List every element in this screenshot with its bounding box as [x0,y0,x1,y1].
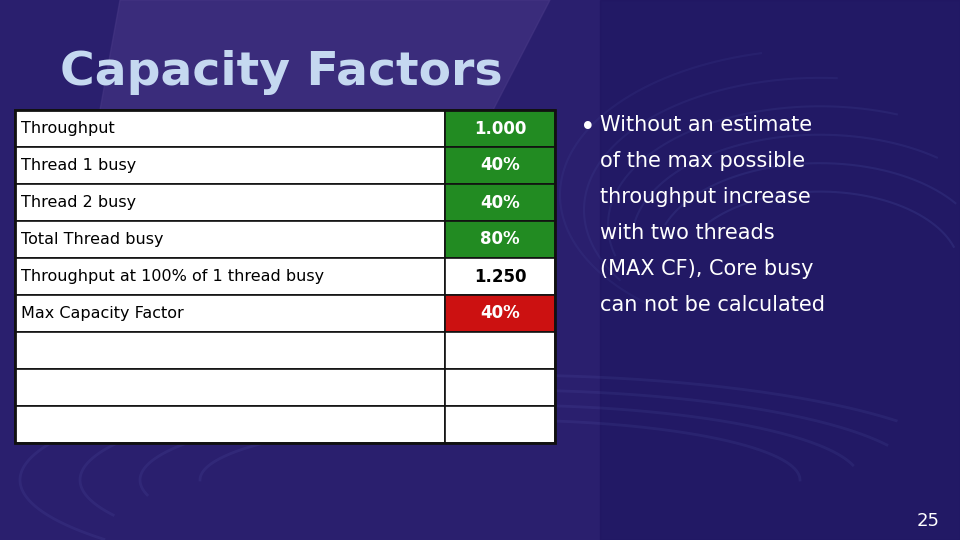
Text: Throughput at 100% of 1 thread busy: Throughput at 100% of 1 thread busy [21,269,324,284]
Bar [15,332,445,369]
Text: 40%: 40% [480,157,520,174]
Bar [15,184,445,221]
Bar [15,147,445,184]
Text: 40%: 40% [480,193,520,212]
Text: •: • [580,115,595,141]
Bar [445,295,555,332]
Text: of the max possible: of the max possible [600,151,805,171]
Text: 1.000: 1.000 [474,119,526,138]
Bar [445,332,555,369]
Bar [15,110,555,443]
Bar [445,258,555,295]
Bar [600,0,960,540]
Text: 80%: 80% [480,231,519,248]
Text: Total Thread busy: Total Thread busy [21,232,163,247]
Bar [445,369,555,406]
Bar [15,406,445,443]
Bar [445,221,555,258]
Text: with two threads: with two threads [600,223,775,243]
Text: Max Capacity Factor: Max Capacity Factor [21,306,183,321]
Bar [445,406,555,443]
Bar [445,110,555,147]
Bar [15,221,445,258]
Text: 25: 25 [917,512,940,530]
Text: Capacity Factors: Capacity Factors [60,50,503,95]
Bar [445,184,555,221]
Text: Thread 1 busy: Thread 1 busy [21,158,136,173]
Bar [15,110,445,147]
Text: Thread 2 busy: Thread 2 busy [21,195,136,210]
Polygon shape [80,0,550,290]
Bar [15,295,445,332]
Bar [445,147,555,184]
Bar [15,258,445,295]
Text: throughput increase: throughput increase [600,187,811,207]
Text: Throughput: Throughput [21,121,115,136]
Text: can not be calculated: can not be calculated [600,295,825,315]
Text: Without an estimate: Without an estimate [600,115,812,135]
Bar [15,369,445,406]
Text: (MAX CF), Core busy: (MAX CF), Core busy [600,259,813,279]
Text: 1.250: 1.250 [473,267,526,286]
Text: 40%: 40% [480,305,520,322]
